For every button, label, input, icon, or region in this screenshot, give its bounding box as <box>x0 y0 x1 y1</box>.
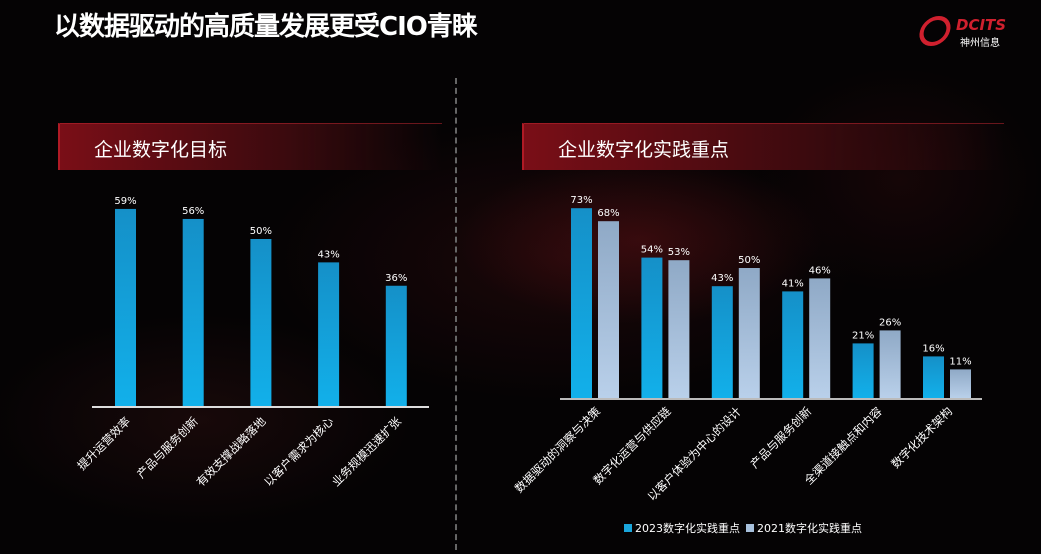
left-chart-banner: 企业数字化目标 <box>58 123 442 170</box>
data-label: 43% <box>711 273 733 284</box>
legend-label: 2021数字化实践重点 <box>757 522 862 535</box>
bar <box>809 278 831 398</box>
data-label: 16% <box>922 343 944 354</box>
data-label: 36% <box>385 273 407 284</box>
legend-item-2021: 2021数字化实践重点 <box>746 520 862 536</box>
category-label: 数据驱动的洞察与决策 <box>512 404 604 496</box>
data-label: 59% <box>114 196 136 207</box>
category-label: 有效支撑战略落地 <box>194 414 269 489</box>
bar <box>738 268 760 398</box>
bar <box>250 239 272 406</box>
page-title: 以数据驱动的高质量发展更受CIO青睐 <box>54 12 478 42</box>
bar <box>668 260 690 398</box>
category-label: 数字化运营与供应链 <box>590 404 673 487</box>
logo-brand: DCITS <box>956 16 1007 34</box>
logo-name: 神州信息 <box>960 38 1000 49</box>
bar <box>318 262 340 406</box>
bar <box>782 291 804 398</box>
legend-swatch <box>746 524 754 532</box>
data-label: 56% <box>182 206 204 217</box>
divider <box>455 78 457 550</box>
data-label: 50% <box>738 255 760 266</box>
bar <box>711 286 733 398</box>
data-label: 43% <box>317 249 339 260</box>
data-label: 11% <box>949 356 971 367</box>
data-label: 21% <box>852 330 874 341</box>
category-label: 数字化技术架构 <box>888 404 955 471</box>
bar <box>385 285 407 406</box>
category-label: 产品与服务创新 <box>747 404 814 471</box>
category-label: 全渠道接触点和内容 <box>802 404 885 487</box>
right-chart-title: 企业数字化实践重点 <box>558 139 730 161</box>
data-label: 26% <box>879 317 901 328</box>
category-label: 业务规模迅速扩张 <box>329 414 404 489</box>
logo: DCITS 神州信息 <box>915 16 1020 50</box>
bar <box>182 218 204 406</box>
legend-item-2023: 2023数字化实践重点 <box>624 520 740 536</box>
legend-label: 2023数字化实践重点 <box>635 522 740 535</box>
category-label: 以客户需求为核心 <box>261 414 336 489</box>
bar <box>950 369 971 398</box>
bar <box>852 343 874 398</box>
data-label: 50% <box>250 226 272 237</box>
left-chart-title: 企业数字化目标 <box>94 139 228 161</box>
data-label: 53% <box>668 247 690 258</box>
bar <box>598 221 619 398</box>
right-chart-banner: 企业数字化实践重点 <box>522 123 1004 170</box>
bar <box>571 208 592 398</box>
data-label: 73% <box>570 195 592 206</box>
bar <box>115 208 136 406</box>
bar <box>923 356 944 398</box>
category-label: 产品与服务创新 <box>134 414 201 481</box>
legend-swatch <box>624 524 632 532</box>
data-label: 41% <box>782 278 804 289</box>
bar <box>641 257 663 398</box>
data-label: 46% <box>809 265 831 276</box>
data-label: 68% <box>597 208 619 219</box>
data-label: 54% <box>641 245 663 256</box>
category-label: 提升运营效率 <box>74 414 133 473</box>
legend: 2023数字化实践重点 2021数字化实践重点 <box>624 520 862 536</box>
bar <box>879 330 901 398</box>
